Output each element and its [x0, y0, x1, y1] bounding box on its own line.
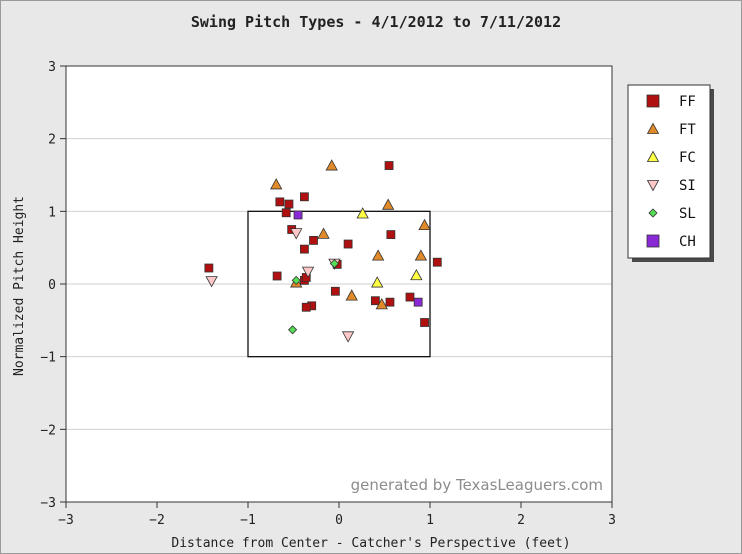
legend-marker-fc: [646, 150, 660, 162]
point-ff: [300, 192, 309, 202]
strike-zone: [247, 210, 431, 358]
point-ff: [309, 235, 318, 245]
point-si: [290, 228, 303, 240]
point-ff: [204, 263, 214, 273]
point-ft: [270, 178, 283, 190]
point-ft: [371, 249, 385, 261]
point-ff: [385, 297, 395, 307]
point-ff: [330, 286, 340, 296]
point-ff: [343, 239, 353, 249]
legend-label-sl: SL: [679, 206, 696, 222]
legend-marker-ch: [646, 234, 660, 248]
point-sl: [291, 275, 301, 285]
point-ff: [420, 318, 429, 327]
legend-label-ff: FF: [679, 94, 696, 110]
legend-marker-si: [646, 180, 660, 192]
legend-label-fc: FC: [679, 150, 696, 166]
legend: FF FT FC SI SL CH: [627, 84, 714, 262]
point-ff: [281, 208, 291, 218]
y-axis-label: Normalized Pitch Height: [12, 196, 27, 376]
y-tick-label: −1: [40, 351, 56, 366]
point-si: [205, 276, 218, 288]
point-fc: [356, 207, 369, 219]
point-ff: [275, 197, 285, 207]
point-fc: [410, 268, 423, 281]
point-si: [301, 266, 315, 278]
point-si: [341, 331, 355, 343]
data-points: [204, 159, 442, 343]
watermark: generated by TexasLeaguers.com: [351, 476, 603, 494]
point-ff: [301, 302, 311, 312]
legend-label-ch: CH: [679, 234, 696, 250]
legend-label-ft: FT: [679, 122, 696, 138]
y-tick-label: 2: [48, 133, 56, 148]
point-ff: [432, 257, 442, 267]
point-sl: [288, 325, 298, 335]
chart-title: Swing Pitch Types - 4/1/2012 to 7/11/201…: [191, 13, 561, 31]
x-tick-label: −3: [58, 513, 74, 528]
point-ff: [272, 271, 282, 281]
x-tick-label: 0: [335, 513, 343, 528]
x-axis-ticks: −3 −2 −1 0 1 2 3: [58, 502, 616, 528]
point-ff: [284, 199, 294, 209]
legend-marker-ff: [646, 94, 660, 108]
legend-label-si: SI: [679, 178, 696, 194]
y-tick-label: 3: [48, 60, 56, 75]
x-axis-label: Distance from Center - Catcher's Perspec…: [171, 536, 570, 551]
point-ft: [317, 227, 330, 239]
point-fc: [371, 276, 384, 288]
point-ft: [325, 159, 338, 171]
y-tick-label: −2: [40, 423, 56, 438]
y-tick-label: 1: [48, 205, 56, 220]
legend-marker-sl: [648, 208, 658, 218]
point-ff: [386, 230, 396, 239]
point-ff: [300, 244, 309, 254]
point-ft: [381, 198, 395, 210]
point-ft: [375, 298, 388, 310]
point-ch: [293, 210, 303, 220]
point-sl: [329, 259, 340, 269]
point-ch: [413, 297, 423, 307]
y-tick-label: 0: [48, 278, 56, 293]
x-tick-label: 1: [426, 513, 434, 528]
y-axis-ticks: −3 −2 −1 0 1 2 3: [40, 60, 66, 511]
point-ff: [405, 292, 415, 302]
point-ff: [384, 161, 394, 170]
point-ft: [345, 289, 358, 301]
point-ft: [418, 218, 431, 231]
x-tick-label: 2: [517, 513, 525, 528]
legend-marker-ft: [646, 122, 660, 134]
y-tick-label: −3: [40, 496, 56, 511]
x-tick-label: −1: [240, 513, 256, 528]
x-tick-label: −2: [149, 513, 165, 528]
point-ft: [414, 249, 428, 261]
point-ff: [370, 296, 380, 306]
x-tick-label: 3: [608, 513, 616, 528]
